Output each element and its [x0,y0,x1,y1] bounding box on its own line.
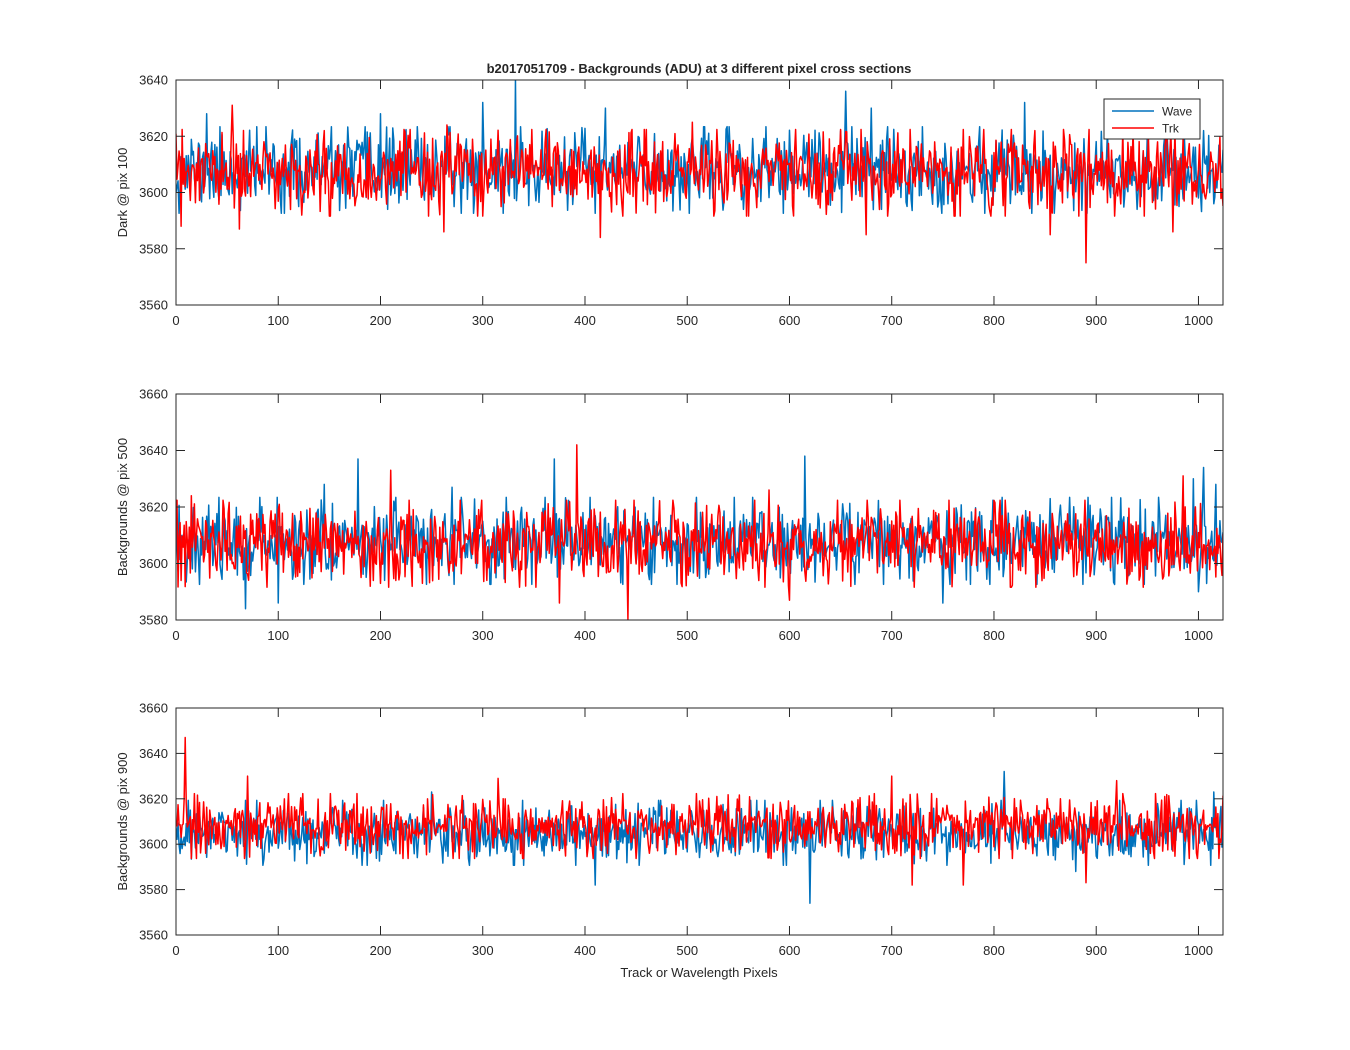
x-tick-label: 0 [172,313,179,328]
series-line-wave [176,770,1223,904]
x-tick-label: 500 [676,313,698,328]
legend-label-trk: Trk [1162,122,1180,136]
y-tick-label: 3600 [139,185,168,200]
x-tick-label: 0 [172,943,179,958]
legend-label-wave: Wave [1162,105,1193,119]
y-tick-label: 3660 [139,387,168,402]
y-tick-label: 3640 [139,73,168,88]
x-tick-label: 300 [472,943,494,958]
y-tick-label: 3620 [139,791,168,806]
subplots: 0 100 200 300 400 500 600 700 800 900 100035603580… [115,73,1224,958]
subplot-3: 0 100 200 300 400 500 600 700 800 900 1000 3560 3580… [115,701,1224,958]
x-tick-label: 200 [370,313,392,328]
plot-area [176,394,1223,620]
x-tick-label: 800 [983,943,1005,958]
x-tick-label: 100 [267,943,289,958]
x-axis-label: Track or Wavelength Pixels [620,965,778,980]
x-tick-label: 900 [1085,313,1107,328]
x-tick-label: 800 [983,628,1005,643]
y-axis-label: Backgrounds @ pix 900 [115,752,130,890]
x-tick-label: 1000 [1184,943,1213,958]
legend-box [1103,98,1201,140]
x-tick-label: 600 [779,628,801,643]
y-tick-label: 3640 [139,443,168,458]
y-tick-label: 3620 [139,129,168,144]
x-tick-label: 200 [370,628,392,643]
y-axis-label: Backgrounds @ pix 500 [115,438,130,576]
y-tick-label: 3560 [139,298,168,313]
x-tick-label: 300 [472,313,494,328]
x-tick-label: 100 [267,313,289,328]
y-tick-label: 3600 [139,556,168,571]
x-tick-label: 300 [472,628,494,643]
legend: Wave Trk [1103,98,1201,140]
y-tick-label: 3580 [139,613,168,628]
y-tick-label: 3620 [139,500,168,515]
x-tick-label: 600 [779,943,801,958]
x-tick-label: 500 [676,628,698,643]
x-tick-label: 800 [983,313,1005,328]
x-tick-label: 200 [370,943,392,958]
x-tick-label: 400 [574,943,596,958]
subplot-1: 0 100 200 300 400 500 600 700 800 900 1000 3560 3580… [115,73,1224,328]
x-tick-label: 700 [881,628,903,643]
x-tick-label: 600 [779,313,801,328]
series-line-trk [176,444,1223,620]
series-line-trk [176,104,1223,264]
y-axis-label: Dark @ pix 100 [115,148,130,238]
x-tick-label: 400 [574,628,596,643]
x-tick-label: 0 [172,628,179,643]
x-tick-label: 900 [1085,943,1107,958]
y-tick-label: 3580 [139,241,168,256]
subplot-2: 0 100 200 300 400 500 600 700 800 900 1000 3580 3600… [115,387,1224,643]
y-tick-label: 3640 [139,746,168,761]
x-tick-label: 900 [1085,628,1107,643]
x-tick-label: 1000 [1184,628,1213,643]
y-tick-label: 3560 [139,928,168,943]
y-tick-label: 3580 [139,882,168,897]
x-tick-label: 700 [881,313,903,328]
x-tick-label: 400 [574,313,596,328]
chart-title: b2017051709 - Backgrounds (ADU) at 3 dif… [487,61,912,76]
x-tick-label: 1000 [1184,313,1213,328]
x-tick-label: 500 [676,943,698,958]
axes-frame [175,707,1224,936]
x-tick-label: 100 [267,628,289,643]
y-tick-label: 3660 [139,701,168,716]
series-line-trk [176,736,1223,886]
x-tick-label: 700 [881,943,903,958]
y-tick-label: 3600 [139,837,168,852]
